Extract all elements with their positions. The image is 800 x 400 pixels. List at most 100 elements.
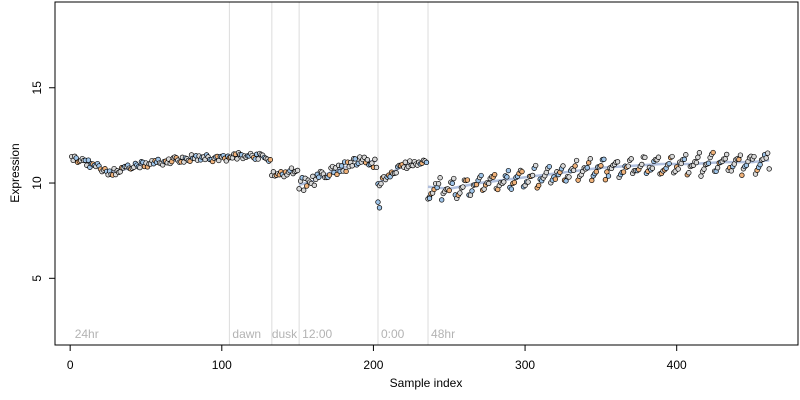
data-point	[508, 186, 515, 192]
data-point	[255, 156, 261, 162]
data-point	[301, 187, 307, 193]
data-point	[736, 156, 742, 163]
data-point	[696, 150, 703, 156]
phase-label: dawn	[232, 327, 261, 341]
data-point	[605, 173, 612, 179]
data-point	[675, 166, 681, 172]
data-point	[460, 184, 466, 190]
data-point	[296, 186, 302, 192]
data-point	[572, 163, 578, 169]
data-point	[85, 157, 92, 163]
data-point	[426, 195, 433, 201]
data-point	[625, 163, 631, 169]
data-point	[529, 172, 536, 179]
data-point	[349, 163, 355, 169]
data-point	[560, 163, 566, 169]
data-point	[710, 149, 716, 156]
data-point	[439, 197, 445, 203]
data-point	[601, 156, 607, 162]
data-point	[375, 199, 381, 205]
data-point	[435, 181, 442, 187]
data-point	[628, 156, 634, 162]
data-point	[352, 156, 358, 162]
data-point	[681, 156, 687, 162]
data-point	[686, 170, 692, 176]
data-point	[737, 152, 744, 158]
y-tick-label: 10	[30, 176, 44, 190]
data-point	[519, 168, 525, 175]
axis-layer: 0 100 200 300 400 5 10 15	[30, 81, 687, 372]
phase-label: 0:00	[381, 327, 405, 341]
data-point	[407, 158, 413, 164]
data-point	[598, 163, 604, 169]
y-tick-label: 15	[30, 81, 44, 95]
data-point	[464, 177, 471, 183]
data-point	[536, 182, 542, 189]
data-point	[765, 150, 771, 156]
data-point	[343, 168, 349, 175]
data-point	[669, 153, 675, 160]
x-tick-label: 400	[667, 358, 687, 372]
data-point	[504, 174, 510, 180]
data-point	[763, 155, 769, 161]
data-point	[614, 159, 621, 165]
data-point	[451, 175, 457, 182]
data-point	[326, 172, 333, 178]
data-point	[373, 164, 380, 171]
data-point	[739, 172, 745, 178]
data-point	[505, 167, 512, 174]
x-tick-label: 100	[212, 358, 232, 372]
data-point	[683, 152, 689, 158]
data-point	[728, 168, 734, 174]
plot-frame	[54, 1, 799, 346]
data-point	[311, 182, 317, 188]
phase-boundary-layer: 24hr dawn dusk 12:00 0:00 48hr	[75, 2, 455, 345]
phase-label: 48hr	[431, 327, 455, 341]
data-point	[310, 173, 316, 179]
data-point	[492, 171, 498, 178]
data-point	[724, 151, 730, 158]
data-point	[701, 166, 707, 172]
data-point	[655, 154, 662, 160]
data-point	[533, 162, 539, 169]
x-tick-label: 300	[515, 358, 535, 372]
data-point	[587, 156, 593, 162]
data-point	[234, 156, 240, 162]
data-point	[584, 165, 590, 171]
data-point	[338, 163, 345, 169]
data-point	[511, 179, 518, 186]
data-point	[573, 157, 580, 164]
data-point	[288, 165, 295, 171]
data-point	[501, 179, 507, 185]
data-point	[393, 170, 399, 176]
data-point	[437, 175, 443, 181]
data-point	[423, 159, 430, 166]
y-axis-title: Expression	[8, 143, 22, 202]
data-point	[593, 169, 599, 175]
data-point	[223, 158, 229, 164]
data-point	[552, 176, 559, 182]
data-point	[376, 205, 383, 211]
x-axis-title: Sample index	[390, 376, 463, 390]
data-point	[666, 160, 672, 167]
data-point	[620, 169, 627, 175]
data-point	[642, 154, 648, 161]
data-point	[457, 190, 463, 196]
data-point	[751, 153, 757, 160]
data-point	[446, 187, 452, 194]
data-point-layer	[69, 149, 772, 211]
data-point	[449, 180, 455, 186]
phase-label: dusk	[272, 327, 298, 341]
data-point	[698, 173, 704, 179]
data-point	[570, 167, 577, 173]
data-point	[364, 157, 371, 163]
data-point	[693, 159, 700, 166]
data-point	[486, 180, 492, 187]
data-point	[766, 166, 772, 172]
data-point	[757, 161, 763, 168]
data-point	[294, 167, 301, 174]
data-point	[589, 177, 595, 184]
data-point	[722, 156, 728, 162]
data-point	[304, 183, 310, 189]
